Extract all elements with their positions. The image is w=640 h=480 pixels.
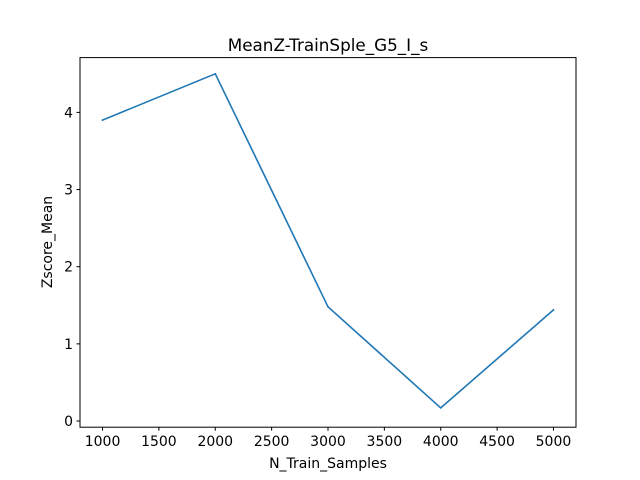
x-tick-label: 5000 bbox=[536, 434, 572, 450]
x-tick: 4000 bbox=[423, 427, 459, 450]
x-tick: 2000 bbox=[197, 427, 233, 450]
y-axis-label: Zscore_Mean bbox=[40, 196, 56, 288]
y-tick-label: 3 bbox=[64, 183, 73, 199]
y-axis: 0 1 2 3 4 bbox=[64, 105, 80, 430]
x-tick: 4500 bbox=[479, 427, 515, 450]
x-tick: 3500 bbox=[367, 427, 403, 450]
data-point bbox=[327, 306, 329, 308]
y-tick-label: 4 bbox=[64, 105, 73, 121]
x-tick-label: 4500 bbox=[479, 434, 515, 450]
data-point bbox=[552, 309, 555, 311]
plot-area bbox=[79, 57, 577, 428]
x-tick-label: 2500 bbox=[254, 434, 290, 450]
y-tick: 4 bbox=[64, 105, 80, 121]
x-axis: 1000 1500 2000 2500 3000 3500 4000 4500 5000 bbox=[85, 427, 572, 450]
x-tick-label: 2000 bbox=[197, 434, 233, 450]
chart-title: MeanZ-TrainSple_G5_I_s bbox=[228, 35, 429, 56]
series-layer bbox=[101, 73, 555, 409]
y-tick: 3 bbox=[64, 183, 80, 199]
x-tick: 5000 bbox=[536, 427, 572, 450]
data-point bbox=[439, 407, 442, 409]
y-tick: 0 bbox=[64, 414, 80, 430]
y-tick: 2 bbox=[64, 260, 80, 276]
y-tick-label: 2 bbox=[64, 260, 73, 276]
x-axis-label: N_Train_Samples bbox=[269, 456, 387, 472]
x-tick: 2500 bbox=[254, 427, 290, 450]
x-tick-label: 3000 bbox=[310, 434, 346, 450]
y-tick: 1 bbox=[64, 337, 80, 353]
x-tick: 3000 bbox=[310, 427, 346, 450]
data-point bbox=[214, 73, 217, 75]
axes-frame bbox=[79, 57, 577, 428]
data-point bbox=[101, 119, 104, 121]
y-tick-label: 0 bbox=[64, 414, 73, 430]
x-tick-label: 3500 bbox=[367, 434, 403, 450]
x-tick: 1500 bbox=[141, 427, 177, 450]
x-tick-label: 1500 bbox=[141, 434, 177, 450]
series-line-0 bbox=[101, 73, 555, 409]
y-tick-label: 1 bbox=[64, 337, 73, 353]
x-tick: 1000 bbox=[85, 427, 121, 450]
x-tick-label: 1000 bbox=[85, 434, 121, 450]
x-tick-label: 4000 bbox=[423, 434, 459, 450]
